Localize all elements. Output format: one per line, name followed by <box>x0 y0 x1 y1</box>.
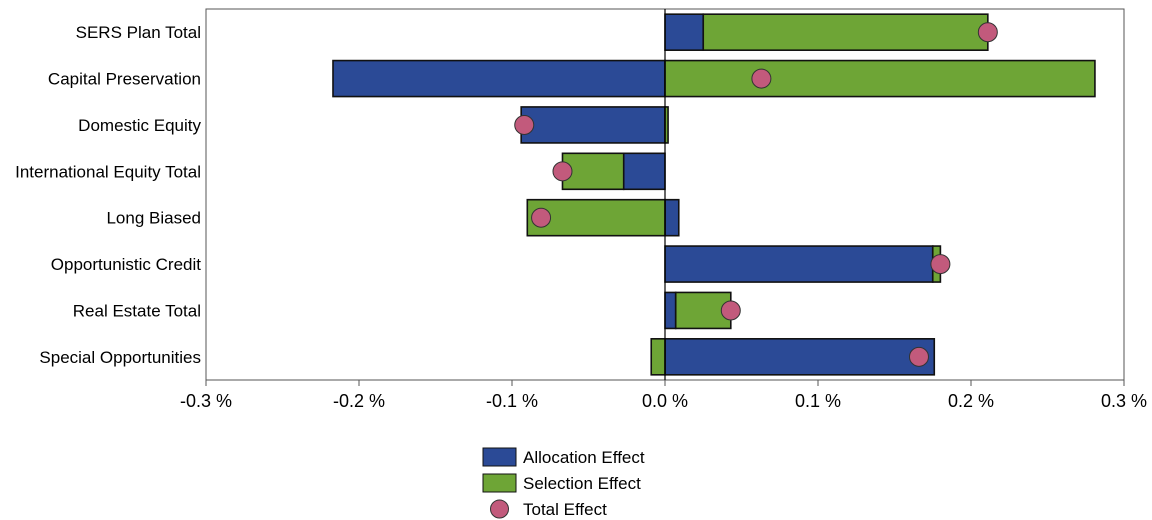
category-label: Real Estate Total <box>73 301 201 320</box>
legend-label-total-effect: Total Effect <box>523 500 607 519</box>
category-label: International Equity Total <box>15 162 201 181</box>
category-label: Domestic Equity <box>78 116 201 135</box>
bars-layer <box>332 13 1096 376</box>
bar-allocation-effect-capital-preservation <box>332 59 666 98</box>
category-label: SERS Plan Total <box>76 23 201 42</box>
x-tick-label: 0.2 % <box>948 391 994 411</box>
bar-allocation-effect-special-opportunities <box>664 338 936 376</box>
category-label: Capital Preservation <box>48 70 201 89</box>
bar-allocation-effect-long-biased <box>664 198 680 237</box>
marker-total-effect-special-opportunities <box>908 346 929 367</box>
bar-selection-effect-capital-preservation <box>664 59 1096 98</box>
category-label: Long Biased <box>106 209 201 228</box>
marker-total-effect-real-estate-total <box>720 300 741 321</box>
bar-selection-effect-special-opportunities <box>650 338 666 376</box>
legend: Allocation Effect Selection Effect Total E… <box>482 447 645 519</box>
category-label: Special Opportunities <box>39 348 201 367</box>
x-tick-label: -0.3 % <box>180 391 232 411</box>
bar-allocation-effect-domestic-equity <box>520 106 666 144</box>
legend-swatch-allocation-effect <box>482 447 517 467</box>
legend-swatch-selection-effect <box>482 473 517 493</box>
marker-total-effect-opportunistic-credit <box>930 254 951 275</box>
marker-total-effect-international-equity-total <box>552 161 573 182</box>
legend-label-allocation-effect: Allocation Effect <box>523 448 645 467</box>
bar-allocation-effect-real-estate-total <box>664 291 677 330</box>
category-labels: SERS Plan Total Capital Preservation Domes… <box>15 23 201 367</box>
markers-layer <box>514 22 998 367</box>
marker-total-effect-sers-plan-total <box>977 22 998 43</box>
legend-label-selection-effect: Selection Effect <box>523 474 641 493</box>
x-tick-label: -0.1 % <box>486 391 538 411</box>
x-tick-label: 0.3 % <box>1101 391 1147 411</box>
category-label: Opportunistic Credit <box>51 255 202 274</box>
bar-selection-effect-sers-plan-total <box>702 13 989 51</box>
marker-total-effect-capital-preservation <box>751 68 772 89</box>
marker-total-effect-domestic-equity <box>514 114 535 135</box>
bar-allocation-effect-opportunistic-credit <box>664 245 934 283</box>
bar-allocation-effect-international-equity-total <box>622 152 666 191</box>
bar-selection-effect-international-equity-total <box>561 152 625 191</box>
x-axis-ticks: -0.3 % -0.2 % -0.1 % 0.0 % 0.1 % 0.2 % 0.3 % <box>180 380 1147 411</box>
x-tick-label: -0.2 % <box>333 391 385 411</box>
x-tick-label: 0.1 % <box>795 391 841 411</box>
bar-allocation-effect-sers-plan-total <box>664 13 705 51</box>
x-tick-label: 0.0 % <box>642 391 688 411</box>
marker-total-effect-long-biased <box>531 207 552 228</box>
legend-swatch-total-effect <box>490 499 509 519</box>
